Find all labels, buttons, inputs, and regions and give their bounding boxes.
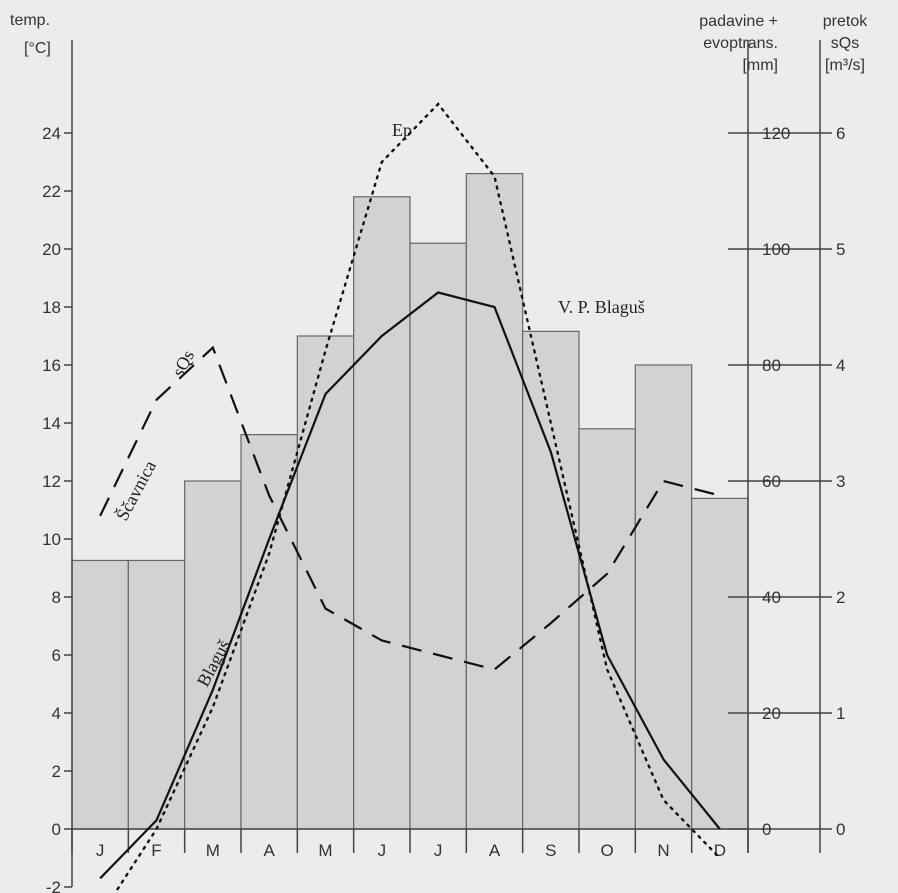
month-label-10: O — [601, 841, 614, 860]
temp-tick-label: 14 — [42, 414, 61, 433]
month-label-2: F — [151, 841, 161, 860]
flow-tick-label: 0 — [836, 820, 845, 839]
flow-tick-label: 6 — [836, 124, 845, 143]
flow-tick-label: 3 — [836, 472, 845, 491]
bar-8 — [465, 173, 524, 830]
precip-axis-title-line: padavine + — [699, 13, 778, 30]
annotation-ep: Ep — [392, 120, 412, 140]
month-label-1: J — [96, 841, 105, 860]
flow-axis-title-line: pretok — [823, 13, 868, 30]
bar-10 — [578, 428, 636, 830]
temp-tick-label: 20 — [42, 240, 61, 259]
bar-2 — [127, 559, 186, 830]
bar-7 — [409, 242, 467, 830]
month-label-3: M — [206, 841, 220, 860]
annotation-sqs: sQs — [168, 347, 198, 380]
temp-tick-label: 22 — [42, 182, 61, 201]
temp-tick-label: 12 — [42, 472, 61, 491]
month-label-7: J — [434, 841, 443, 860]
temp-axis-title-line: [°C] — [24, 40, 51, 57]
bar-6 — [353, 196, 411, 830]
precip-tick-label: 120 — [762, 124, 790, 143]
precip-tick-label: 20 — [762, 704, 781, 723]
month-label-11: N — [657, 841, 669, 860]
temp-tick-label: 2 — [52, 762, 61, 781]
flow-tick-label: 5 — [836, 240, 845, 259]
month-label-9: S — [545, 841, 556, 860]
temp-tick-label: 16 — [42, 356, 61, 375]
precip-tick-label: 60 — [762, 472, 781, 491]
month-label-6: J — [378, 841, 387, 860]
bars — [71, 173, 749, 830]
temp-tick-label: 6 — [52, 646, 61, 665]
temp-axis-title-line: temp. — [10, 12, 50, 29]
temp-tick-label: -2 — [46, 878, 61, 893]
precip-tick-label: 40 — [762, 588, 781, 607]
series-line-sqs — [99, 345, 721, 671]
bar-4 — [240, 434, 298, 830]
annotation-scavnica: Ščavnica — [111, 457, 160, 524]
annotation-vp-blagus: V. P. Blaguš — [558, 297, 645, 317]
month-label-8: A — [489, 841, 501, 860]
precip-axis-title-line: evoptrans. — [703, 35, 778, 52]
temp-tick-label: 18 — [42, 298, 61, 317]
precip-tick-label: 80 — [762, 356, 781, 375]
series-lines — [99, 102, 722, 893]
series-line-ep — [113, 102, 722, 893]
bar-11 — [634, 364, 693, 830]
flow-tick-label: 2 — [836, 588, 845, 607]
bar-1 — [71, 559, 129, 830]
month-label-12: D — [714, 841, 726, 860]
precip-tick-label: 0 — [762, 820, 771, 839]
temp-tick-label: 4 — [52, 704, 61, 723]
flow-tick-label: 4 — [836, 356, 845, 375]
series-line-vpblagu — [99, 291, 721, 880]
temp-tick-label: 10 — [42, 530, 61, 549]
month-label-4: A — [263, 841, 275, 860]
bar-3 — [184, 480, 242, 830]
month-label-5: M — [318, 841, 332, 860]
flow-axis-title-line: sQs — [831, 35, 859, 52]
flow-axis-title-line: [m³/s] — [825, 57, 865, 74]
precip-axis-title-line: [mm] — [742, 57, 778, 74]
axis-headers: temp. [°C] padavine + evoptrans. [mm] pretok s… — [10, 12, 868, 74]
temp-tick-label: 24 — [42, 124, 61, 143]
precip-tick-label: 100 — [762, 240, 790, 259]
bar-12 — [691, 497, 749, 830]
flow-tick-label: 1 — [836, 704, 845, 723]
temp-tick-label: 0 — [52, 820, 61, 839]
temp-tick-label: 8 — [52, 588, 61, 607]
bar-5 — [296, 335, 355, 830]
bar-9 — [522, 330, 580, 830]
